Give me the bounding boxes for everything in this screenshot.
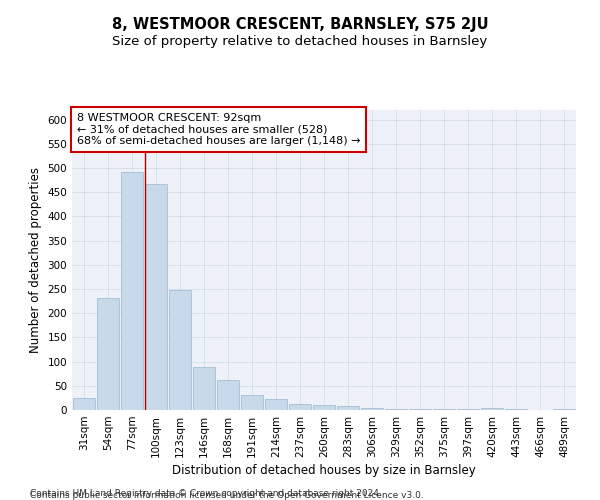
Bar xyxy=(193,368,215,410)
Bar xyxy=(313,404,335,410)
Bar xyxy=(241,396,263,410)
Bar xyxy=(409,409,431,410)
Bar xyxy=(361,408,383,410)
Bar xyxy=(73,398,95,410)
Text: Contains HM Land Registry data © Crown copyright and database right 2024.: Contains HM Land Registry data © Crown c… xyxy=(30,488,382,498)
Bar xyxy=(265,400,287,410)
Bar xyxy=(385,408,407,410)
Bar xyxy=(457,409,479,410)
Bar xyxy=(433,409,455,410)
Text: Contains public sector information licensed under the Open Government Licence v3: Contains public sector information licen… xyxy=(30,491,424,500)
Bar xyxy=(289,404,311,410)
X-axis label: Distribution of detached houses by size in Barnsley: Distribution of detached houses by size … xyxy=(172,464,476,477)
Bar xyxy=(145,184,167,410)
Bar xyxy=(505,409,527,410)
Bar xyxy=(553,408,575,410)
Text: 8, WESTMOOR CRESCENT, BARNSLEY, S75 2JU: 8, WESTMOOR CRESCENT, BARNSLEY, S75 2JU xyxy=(112,18,488,32)
Bar xyxy=(121,172,143,410)
Y-axis label: Number of detached properties: Number of detached properties xyxy=(29,167,42,353)
Bar xyxy=(217,380,239,410)
Bar xyxy=(169,290,191,410)
Bar xyxy=(337,406,359,410)
Text: Size of property relative to detached houses in Barnsley: Size of property relative to detached ho… xyxy=(112,35,488,48)
Bar xyxy=(97,298,119,410)
Text: 8 WESTMOOR CRESCENT: 92sqm
← 31% of detached houses are smaller (528)
68% of sem: 8 WESTMOOR CRESCENT: 92sqm ← 31% of deta… xyxy=(77,113,361,146)
Bar xyxy=(481,408,503,410)
